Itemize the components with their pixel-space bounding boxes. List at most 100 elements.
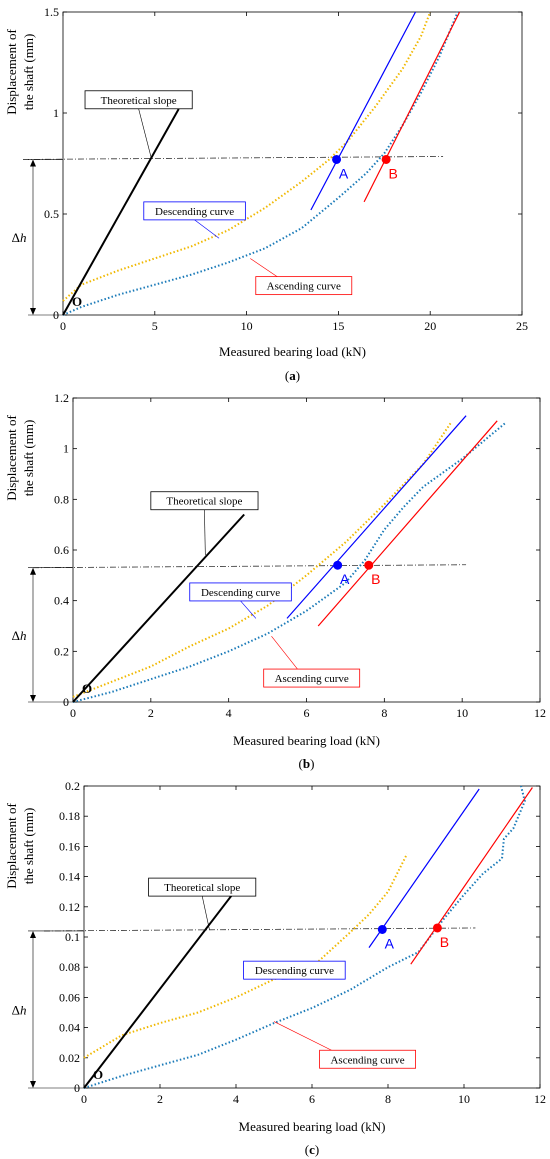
y-tick-label: 0.16: [59, 839, 80, 853]
y-tick-label: 0.4: [54, 594, 69, 608]
x-tick-label: 6: [309, 1092, 315, 1106]
plot-frame: [83, 785, 541, 1089]
x-tick-label: 25: [516, 319, 528, 333]
point-a-marker: [332, 154, 342, 164]
x-axis-label: Measured bearing load (kN): [239, 1119, 386, 1134]
y-tick-label: 0.1: [65, 930, 80, 944]
y-axis-label-line1: Displacement of: [4, 415, 19, 501]
y-tick-label: 1: [53, 106, 59, 120]
y-tick-label: 0.18: [59, 809, 80, 823]
delta-arrow-bottom: [30, 1081, 36, 1088]
annotation-leader: [201, 896, 210, 930]
y-axis-label-line2: the shaft (mm): [21, 34, 36, 111]
x-tick-label: 0: [60, 319, 66, 333]
x-tick-label: 8: [381, 706, 387, 720]
delta-arrow-top: [30, 159, 36, 167]
delta-arrow-bottom: [30, 695, 36, 702]
annotation-text: Theoretical slope: [164, 882, 240, 894]
series-theoretical: [62, 108, 180, 316]
point-b-marker: [432, 923, 442, 933]
series-tangent-B: [317, 420, 498, 627]
annotation-leader: [138, 108, 152, 158]
y-tick-label: 1: [63, 442, 69, 456]
point-a-label: A: [339, 165, 349, 181]
y-tick-label: 0.2: [54, 644, 69, 658]
y-axis-label-line2: the shaft (mm): [21, 808, 36, 885]
delta-arrow-top: [30, 567, 36, 575]
y-tick-label: 0.5: [44, 207, 59, 221]
y-axis-label-line1: Displacement of: [4, 29, 19, 115]
x-tick-label: 20: [424, 319, 436, 333]
chart-panel-c: 0 2 4 6 8 10 1200.020.040.060.080.10.120.140.1…: [4, 779, 546, 1157]
annotation-box: [148, 877, 257, 897]
delta-h-label: Δh: [12, 628, 27, 643]
x-axis-label: Measured bearing load (kN): [233, 733, 380, 748]
series-ascending: [72, 422, 506, 703]
x-tick-label: 4: [226, 706, 232, 720]
annotation-text: Ascending curve: [267, 281, 341, 293]
series-tangent-B: [363, 11, 461, 203]
delta-arrow-bottom: [30, 308, 36, 315]
annotation-leader: [204, 509, 206, 556]
x-tick-label: 10: [456, 706, 468, 720]
panel-label: (c): [305, 1142, 319, 1157]
annotation-text: Ascending curve: [275, 673, 349, 685]
annotation-leader: [240, 600, 257, 619]
annotation-box: [150, 491, 259, 511]
y-tick-label: 0.2: [65, 779, 80, 793]
annotation-box: [243, 960, 346, 980]
point-b-label: B: [371, 571, 380, 587]
series-tangent-B: [410, 787, 533, 965]
point-a-marker: [333, 560, 343, 570]
y-axis-label-line2: the shaft (mm): [21, 420, 36, 497]
series-theoretical: [83, 894, 233, 1089]
x-tick-label: 12: [534, 1092, 546, 1106]
x-tick-label: 8: [385, 1092, 391, 1106]
origin-label: O: [72, 294, 82, 309]
x-tick-label: 10: [458, 1092, 470, 1106]
y-tick-label: 0.02: [59, 1051, 80, 1065]
delta-h-label: Δh: [12, 230, 27, 245]
y-tick-label: 0.06: [59, 990, 80, 1004]
y-axis-label-line1: Displacement of: [4, 803, 19, 889]
x-tick-label: 2: [148, 706, 154, 720]
annotation-box: [319, 1049, 417, 1069]
origin-label: O: [82, 681, 92, 696]
annotation-text: Descending curve: [155, 206, 234, 218]
panel-label: (b): [299, 756, 315, 771]
y-tick-label: 0.12: [59, 900, 80, 914]
series-tangent-A: [286, 415, 467, 619]
annotation-text: Descending curve: [255, 965, 334, 977]
plot-frame: [72, 397, 541, 703]
point-a-label: A: [385, 935, 395, 951]
y-tick-label: 0.08: [59, 960, 80, 974]
series-descending: [62, 11, 432, 302]
y-tick-label: 1.2: [54, 391, 69, 405]
plot-frame: [62, 11, 523, 316]
x-tick-label: 10: [241, 319, 253, 333]
delta-arrow-top: [30, 930, 36, 938]
point-b-marker: [381, 154, 391, 164]
annotation-box: [263, 668, 361, 688]
delta-h-label: Δh: [12, 1002, 27, 1017]
reference-line: [22, 156, 444, 160]
annotation-leader: [194, 219, 220, 239]
x-tick-label: 4: [233, 1092, 239, 1106]
y-tick-label: 1.5: [44, 5, 59, 19]
point-a-marker: [377, 924, 387, 934]
point-b-marker: [364, 560, 374, 570]
x-tick-label: 6: [304, 706, 310, 720]
series-tangent-A: [368, 788, 480, 948]
annotation-text: Ascending curve: [330, 1054, 404, 1066]
annotation-box: [84, 90, 193, 110]
x-tick-label: 0: [81, 1092, 87, 1106]
x-tick-label: 2: [157, 1092, 163, 1106]
annotation-box: [255, 276, 353, 296]
annotation-box: [143, 201, 246, 221]
x-axis-label: Measured bearing load (kN): [219, 344, 366, 359]
annotation-box: [189, 582, 292, 602]
y-tick-label: 0.8: [54, 492, 69, 506]
